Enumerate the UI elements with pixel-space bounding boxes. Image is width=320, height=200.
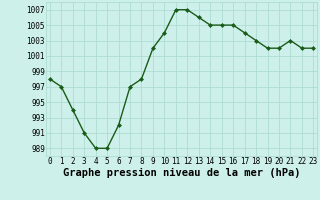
X-axis label: Graphe pression niveau de la mer (hPa): Graphe pression niveau de la mer (hPa) xyxy=(63,168,300,178)
